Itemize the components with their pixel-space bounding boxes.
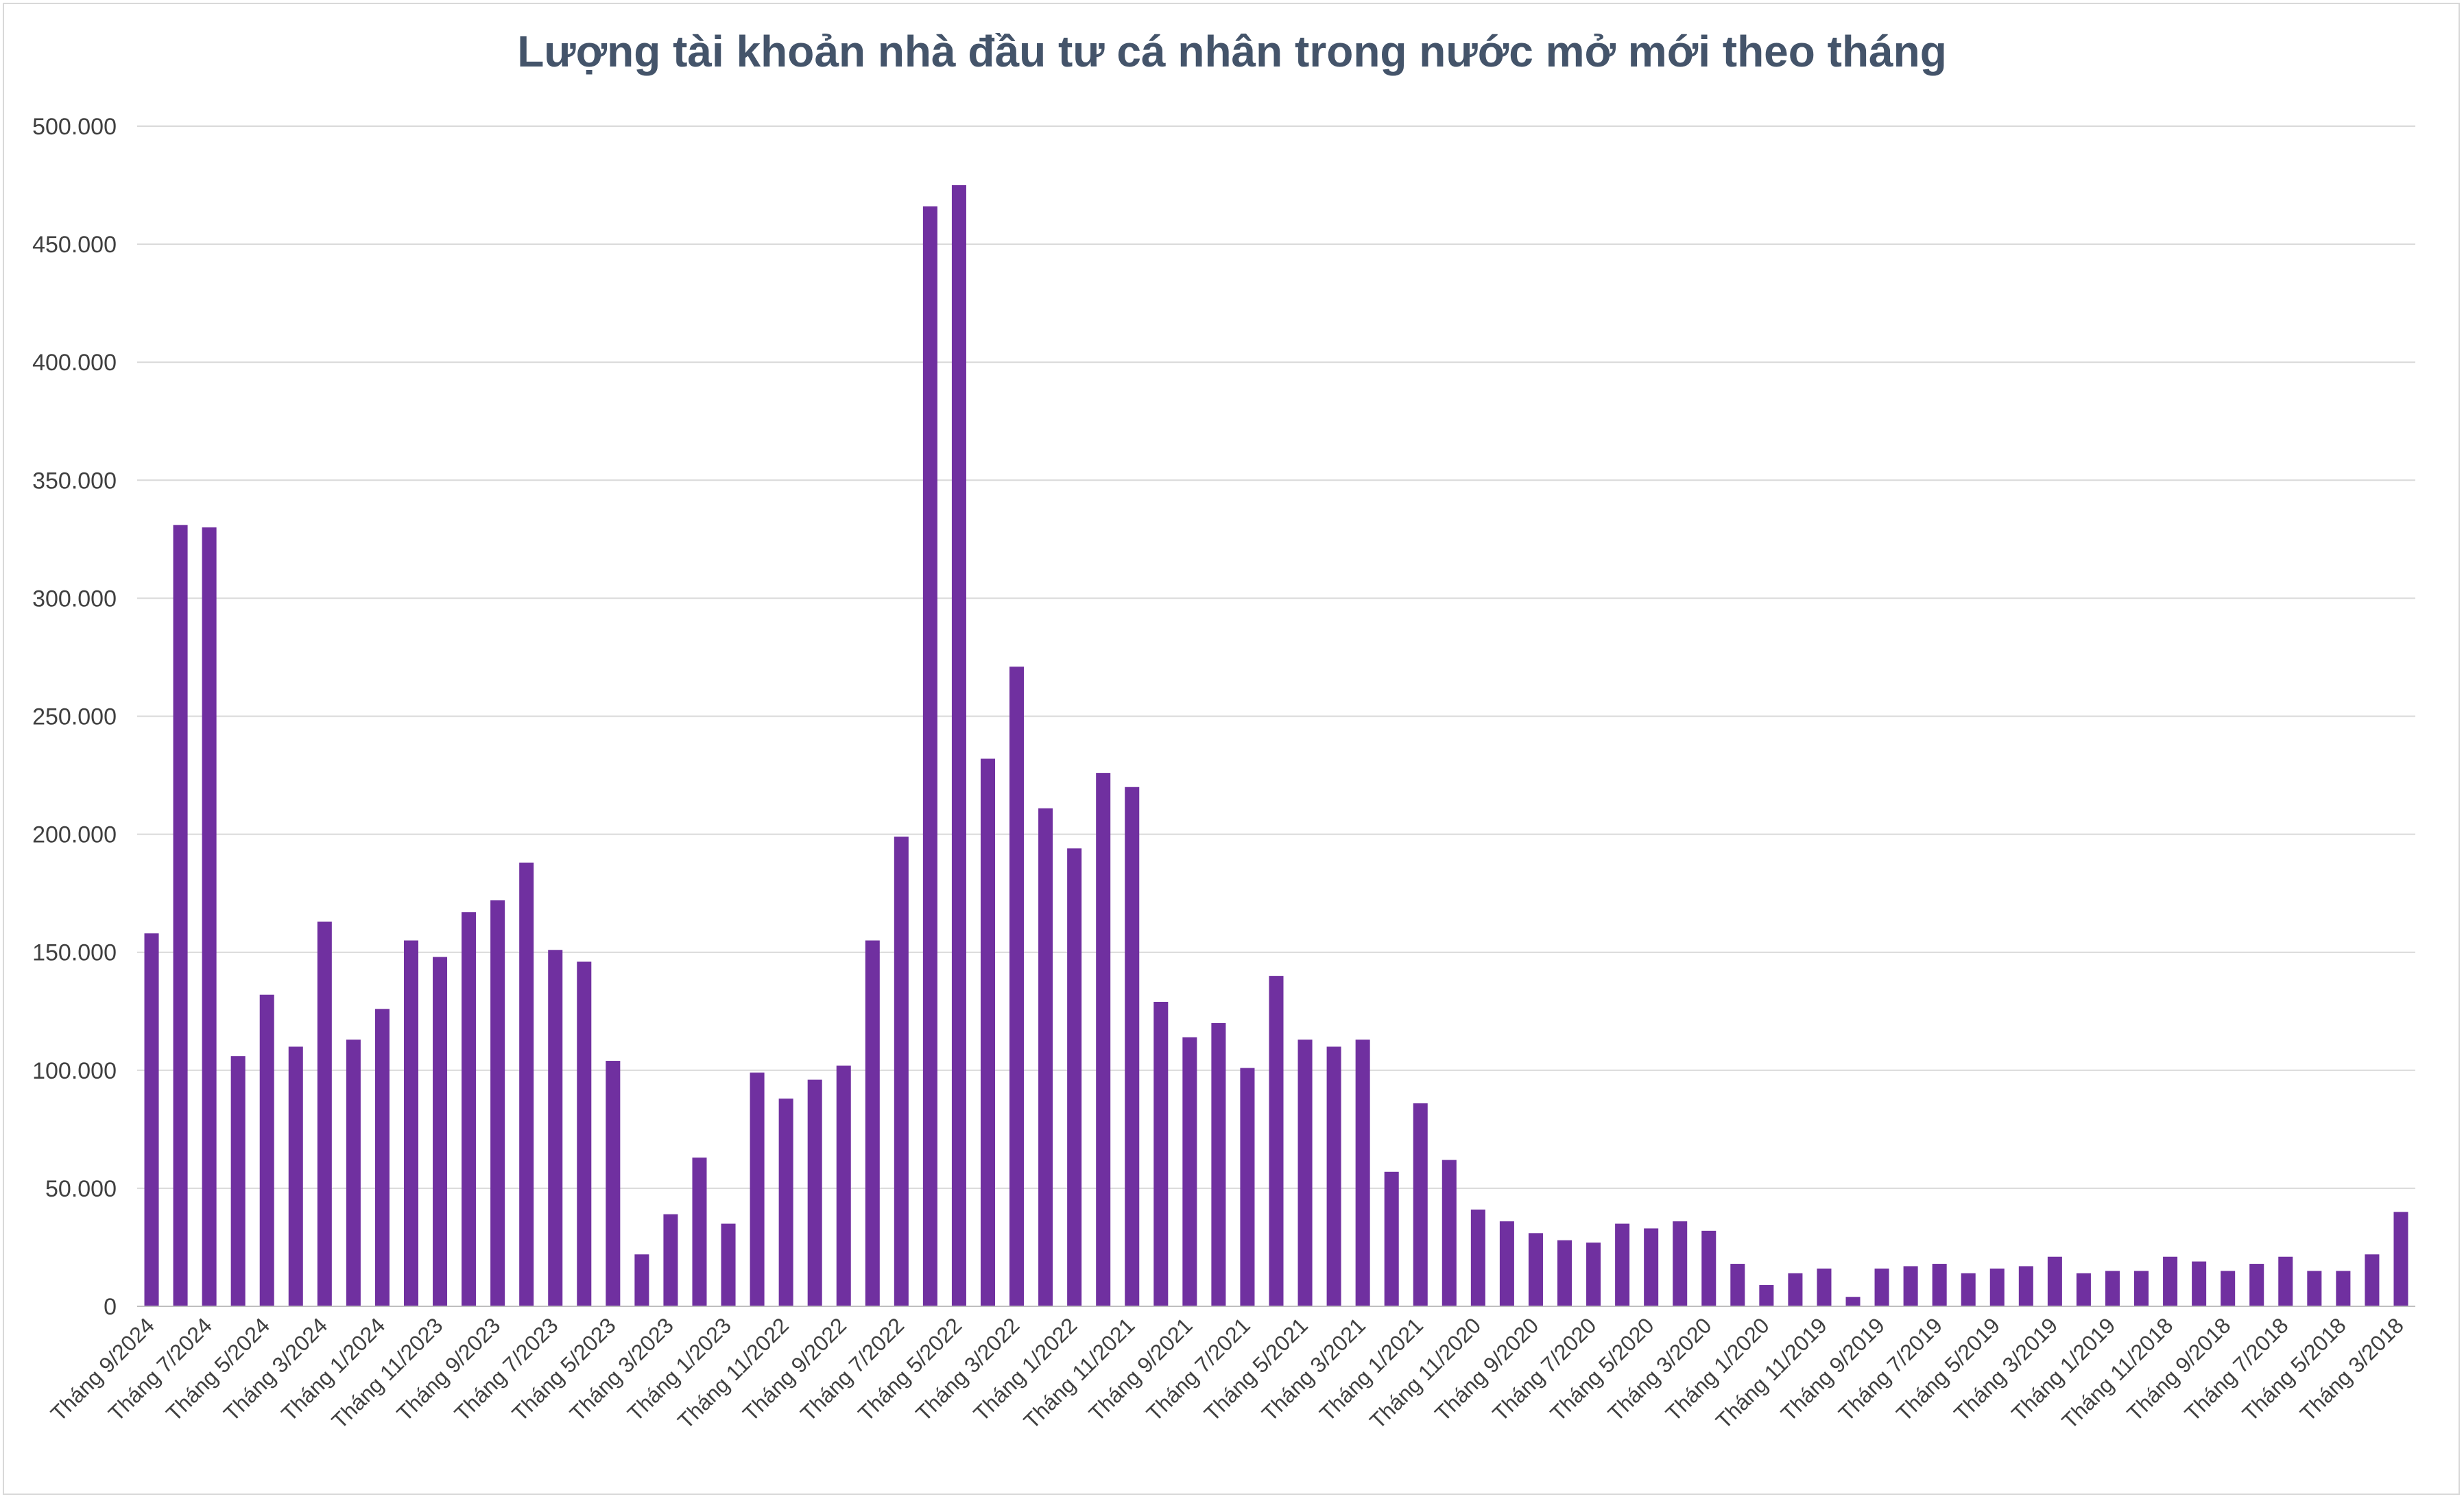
- bar: [2221, 1271, 2236, 1306]
- bar: [2336, 1271, 2351, 1306]
- bar: [721, 1223, 736, 1306]
- bar: [836, 1065, 851, 1306]
- bar: [1759, 1285, 1774, 1306]
- bar: [1384, 1171, 1399, 1306]
- bar: [1788, 1273, 1803, 1306]
- bar: [1442, 1160, 1457, 1306]
- bar: [1297, 1040, 1313, 1306]
- bar: [2249, 1264, 2264, 1306]
- y-tick-label: 350.000: [32, 468, 117, 494]
- bar: [1326, 1046, 1341, 1306]
- bar: [202, 527, 217, 1306]
- bars: [144, 185, 2408, 1306]
- bar: [1730, 1264, 1745, 1306]
- bar: [1182, 1037, 1197, 1306]
- bar: [490, 900, 505, 1306]
- bar: [2105, 1271, 2120, 1306]
- bar: [1470, 1209, 1485, 1306]
- bar: [374, 1009, 390, 1306]
- bar: [1586, 1243, 1601, 1306]
- y-tick-label: 500.000: [32, 114, 117, 140]
- bar: [807, 1079, 822, 1306]
- bar: [1644, 1228, 1659, 1306]
- bar: [634, 1254, 649, 1306]
- bar: [606, 1061, 621, 1306]
- bar: [173, 525, 188, 1306]
- bar: [1096, 773, 1111, 1306]
- bar: [2076, 1273, 2091, 1306]
- bar: [1125, 787, 1140, 1306]
- bar: [462, 912, 477, 1306]
- y-tick-label: 150.000: [32, 940, 117, 966]
- bar: [1989, 1268, 2005, 1306]
- bar: [346, 1040, 361, 1306]
- bar: [1067, 848, 1082, 1306]
- bar: [1038, 808, 1053, 1306]
- bar: [144, 933, 159, 1306]
- bar: [288, 1046, 303, 1306]
- bar: [980, 758, 996, 1306]
- bar: [692, 1158, 707, 1306]
- bar: [1355, 1040, 1370, 1306]
- bar: [1009, 667, 1025, 1306]
- bar: [1528, 1233, 1543, 1306]
- bar: [230, 1056, 246, 1306]
- y-axis-tick-labels: 0 50.000 100.000 150.000 200.000 250.000 300.0…: [32, 114, 117, 1320]
- bar: [1701, 1230, 1717, 1306]
- bar: [548, 950, 563, 1306]
- y-tick-label: 250.000: [32, 704, 117, 730]
- bar: [2192, 1261, 2207, 1306]
- bar: [433, 957, 448, 1306]
- bar: [2365, 1254, 2380, 1306]
- bar: [2047, 1256, 2062, 1306]
- bar: [1961, 1273, 1976, 1306]
- bar: [1874, 1268, 1889, 1306]
- bar: [2278, 1256, 2293, 1306]
- bar: [1269, 976, 1284, 1306]
- y-tick-label: 200.000: [32, 822, 117, 848]
- bar: [1557, 1240, 1572, 1306]
- bar: [1817, 1268, 1832, 1306]
- bar: [750, 1072, 765, 1306]
- bar: [1615, 1223, 1630, 1306]
- bar: [2307, 1271, 2322, 1306]
- y-tick-label: 50.000: [45, 1176, 117, 1202]
- bar: [2018, 1266, 2033, 1306]
- bar: [577, 961, 592, 1306]
- bar: [1413, 1103, 1428, 1306]
- y-tick-label: 0: [104, 1294, 117, 1320]
- y-tick-label: 100.000: [32, 1058, 117, 1084]
- bar: [663, 1214, 678, 1306]
- chart-title: Lượng tài khoản nhà đầu tư cá nhân trong…: [517, 27, 1947, 76]
- bar: [778, 1099, 793, 1306]
- y-tick-label: 300.000: [32, 586, 117, 612]
- bar: [1673, 1221, 1688, 1306]
- bar: [1932, 1264, 1947, 1306]
- bar: [2393, 1212, 2408, 1306]
- bar: [317, 921, 332, 1306]
- bar: [259, 994, 274, 1306]
- x-tick-label: Tháng 3/2018: [2295, 1312, 2408, 1426]
- bar: [1240, 1068, 1255, 1306]
- gridlines: [137, 125, 2415, 1189]
- bar: [1499, 1221, 1514, 1306]
- bar: [1211, 1022, 1226, 1306]
- bar: [951, 185, 966, 1306]
- bar: [2163, 1256, 2178, 1306]
- bar: [519, 862, 534, 1306]
- bar: [403, 940, 418, 1306]
- y-tick-label: 400.000: [32, 350, 117, 376]
- bar: [922, 206, 937, 1306]
- bar: [1845, 1297, 1861, 1306]
- bar: [2134, 1271, 2149, 1306]
- bar: [894, 837, 909, 1306]
- bar: [865, 940, 880, 1306]
- bar: [1903, 1266, 1918, 1306]
- y-tick-label: 450.000: [32, 232, 117, 258]
- bar: [1153, 1001, 1169, 1306]
